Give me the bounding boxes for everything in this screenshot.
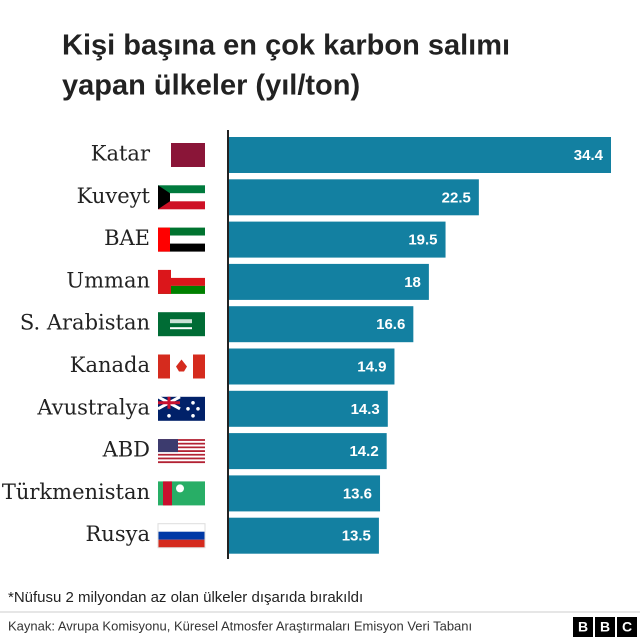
- flag-part: [158, 185, 205, 194]
- value-label: 14.9: [357, 358, 386, 375]
- flag-part: [158, 444, 205, 447]
- flag-part: [158, 269, 171, 294]
- flag: [158, 143, 205, 167]
- flag-part: [158, 446, 205, 449]
- y-tick-label: ABD: [102, 438, 150, 462]
- flag-part: [176, 359, 187, 372]
- y-tick-label: Katar: [91, 142, 151, 166]
- flag-part: [158, 285, 205, 294]
- y-tick-label: Umman: [66, 268, 150, 292]
- logo-box: [617, 617, 637, 637]
- bar: [229, 517, 379, 554]
- value-label: 22.5: [442, 189, 471, 206]
- flag-part: [191, 401, 195, 405]
- bar: [229, 179, 479, 216]
- chart-title: yapan ülkeler (yıl/ton): [62, 70, 360, 102]
- value-label: 14.2: [349, 443, 378, 460]
- value-label: 16.6: [376, 316, 405, 333]
- y-tick-label: Avustralya: [36, 395, 150, 419]
- value-label: 34.4: [574, 147, 604, 164]
- bar: [229, 433, 387, 470]
- bar: [229, 390, 388, 427]
- y-tick-label: Rusya: [86, 522, 151, 546]
- flag-part: [158, 277, 205, 286]
- bar: [229, 348, 395, 385]
- bar: [229, 221, 446, 258]
- flag-part: [176, 484, 184, 493]
- flag-part: [158, 143, 171, 167]
- logo-box: [573, 617, 593, 637]
- flag-part: [158, 455, 205, 458]
- y-tick-label: Kuveyt: [77, 184, 151, 208]
- flag-part: [157, 523, 206, 549]
- logo-box: [595, 617, 615, 637]
- logo-letter: B: [600, 619, 610, 635]
- flag-part: [158, 459, 205, 462]
- flag-part: [158, 243, 205, 252]
- flag-part: [158, 523, 205, 532]
- flag-part: [158, 539, 205, 548]
- flag-part: [158, 227, 205, 236]
- logo-letter: B: [578, 619, 588, 635]
- value-label: 14.3: [351, 401, 380, 418]
- flag-part: [196, 407, 200, 411]
- flag-part: [158, 396, 180, 409]
- value-label: 19.5: [408, 232, 437, 249]
- flag-part: [158, 185, 170, 210]
- flag-part: [158, 312, 205, 337]
- flag-part: [191, 414, 195, 418]
- flag-part: [158, 439, 205, 441]
- value-label: 13.6: [343, 485, 372, 502]
- flag-part: [158, 450, 205, 453]
- value-label: 13.5: [342, 528, 371, 545]
- flag-part: [186, 407, 190, 411]
- bar: [229, 263, 429, 300]
- source: Kaynak: Avrupa Komisyonu, Küresel Atmosf…: [8, 618, 472, 633]
- flag: [158, 354, 205, 379]
- flag: [158, 439, 205, 464]
- flag-part: [167, 414, 171, 418]
- flag-part: [158, 354, 170, 379]
- flag-part: [163, 481, 172, 506]
- flag-part: [158, 193, 205, 202]
- flag: [158, 227, 205, 252]
- flag-part: [158, 269, 205, 278]
- flag-part: [158, 453, 205, 456]
- chart-title: Kişi başına en çok karbon salımı: [62, 30, 510, 62]
- logo-letter: C: [622, 619, 632, 635]
- flag-part: [193, 354, 205, 379]
- flag-part: [158, 440, 205, 443]
- flag-part: [158, 235, 205, 244]
- y-tick-label: BAE: [104, 226, 150, 250]
- y-tick-label: S. Arabistan: [20, 311, 150, 335]
- value-label: 18: [404, 274, 421, 291]
- flag-part: [158, 457, 205, 460]
- flag-part: [158, 439, 178, 453]
- flag-part: [158, 201, 205, 210]
- y-tick-label: Türkmenistan: [2, 480, 150, 504]
- flag-part: [158, 442, 205, 445]
- flag-part: [158, 227, 170, 252]
- flag-part: [158, 531, 205, 540]
- flag-part: [170, 327, 192, 330]
- flag-part: [158, 448, 205, 451]
- flag-part: [170, 319, 192, 324]
- footnote: *Nüfusu 2 milyondan az olan ülkeler dışa…: [8, 589, 363, 606]
- flag: [157, 395, 205, 421]
- flag: [158, 481, 205, 506]
- bar: [229, 475, 381, 512]
- bar: [229, 306, 414, 343]
- flag: [158, 269, 205, 294]
- bar: [229, 137, 611, 173]
- flag-part: [158, 461, 205, 464]
- flag: [157, 523, 206, 549]
- flag-part: [158, 452, 205, 454]
- flag: [158, 312, 205, 337]
- y-tick-label: Kanada: [70, 353, 150, 377]
- flag: [158, 185, 205, 210]
